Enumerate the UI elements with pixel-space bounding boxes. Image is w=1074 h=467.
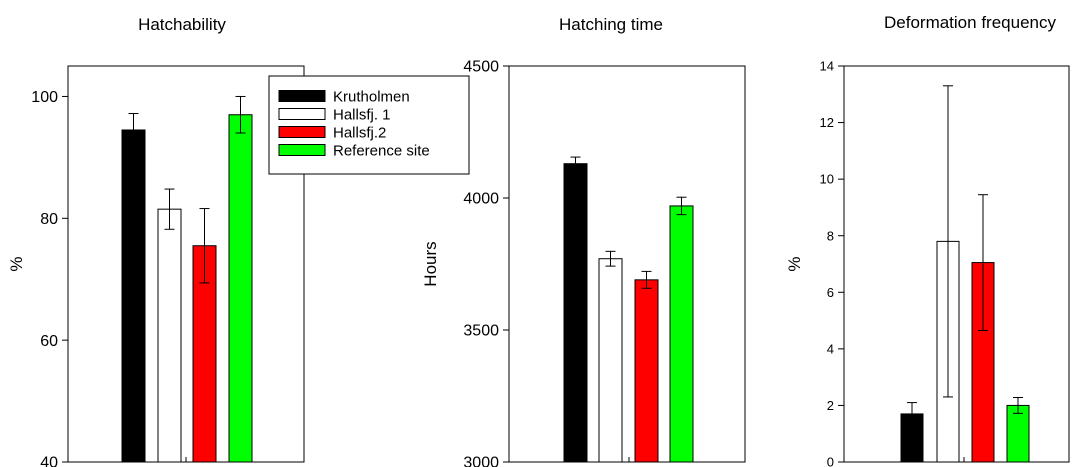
y-axis-label: % [7, 256, 26, 271]
bar-hallsfj-1 [157, 208, 182, 463]
legend-label: Reference site [333, 142, 430, 159]
y-tick-label: 8 [827, 228, 834, 243]
y-tick-label: 4 [827, 341, 834, 356]
legend-swatch [278, 90, 326, 102]
y-axis-label: % [785, 256, 804, 271]
bar-hallsfj-1 [598, 258, 623, 463]
chart-panel-hatching-time: Hatching time 3000 3500 4000 4500 Hours [421, 15, 746, 467]
y-tick-label: 100 [31, 89, 58, 106]
y-tick-label: 6 [827, 285, 834, 300]
legend-label: Hallsfj.2 [333, 124, 386, 141]
y-tick-label: 4500 [463, 59, 499, 76]
bar-krutholmen [563, 163, 588, 463]
chart-title: Deformation frequency [884, 13, 1056, 32]
bar-reference-site [1006, 404, 1030, 463]
y-axis-label: Hours [421, 241, 440, 286]
y-tick-label: 0 [827, 455, 834, 467]
y-tick-label: 14 [820, 59, 834, 74]
bar-reference-site [669, 205, 694, 463]
chart-title: Hatching time [559, 15, 663, 34]
y-tick-label: 80 [40, 211, 58, 228]
y-tick-label: 12 [820, 115, 834, 130]
chart-title: Hatchability [138, 15, 226, 34]
bar-hallsfj-2 [634, 279, 659, 463]
y-tick-label: 3000 [463, 455, 499, 467]
plot-frame [508, 65, 746, 463]
legend-label: Krutholmen [333, 88, 410, 105]
chart-panel-deformation-frequency: Deformation frequency 0 2 4 6 8 10 12 14% [785, 13, 1070, 467]
y-tick-label: 2 [827, 398, 834, 413]
y-tick-label: 60 [40, 333, 58, 350]
chart-panel-hatchability: Hatchability406080100%KrutholmenHallsfj.… [7, 15, 470, 467]
legend-swatch [278, 144, 326, 156]
y-tick-label: 3500 [463, 323, 499, 340]
y-tick-label: 40 [40, 455, 58, 467]
legend-swatch [278, 108, 326, 120]
bar-krutholmen [121, 129, 146, 463]
legend-label: Hallsfj. 1 [333, 106, 391, 123]
legend-swatch [278, 126, 326, 138]
bar-reference-site [228, 114, 253, 463]
y-tick-label: 4000 [463, 191, 499, 208]
y-tick-label: 10 [820, 172, 834, 187]
